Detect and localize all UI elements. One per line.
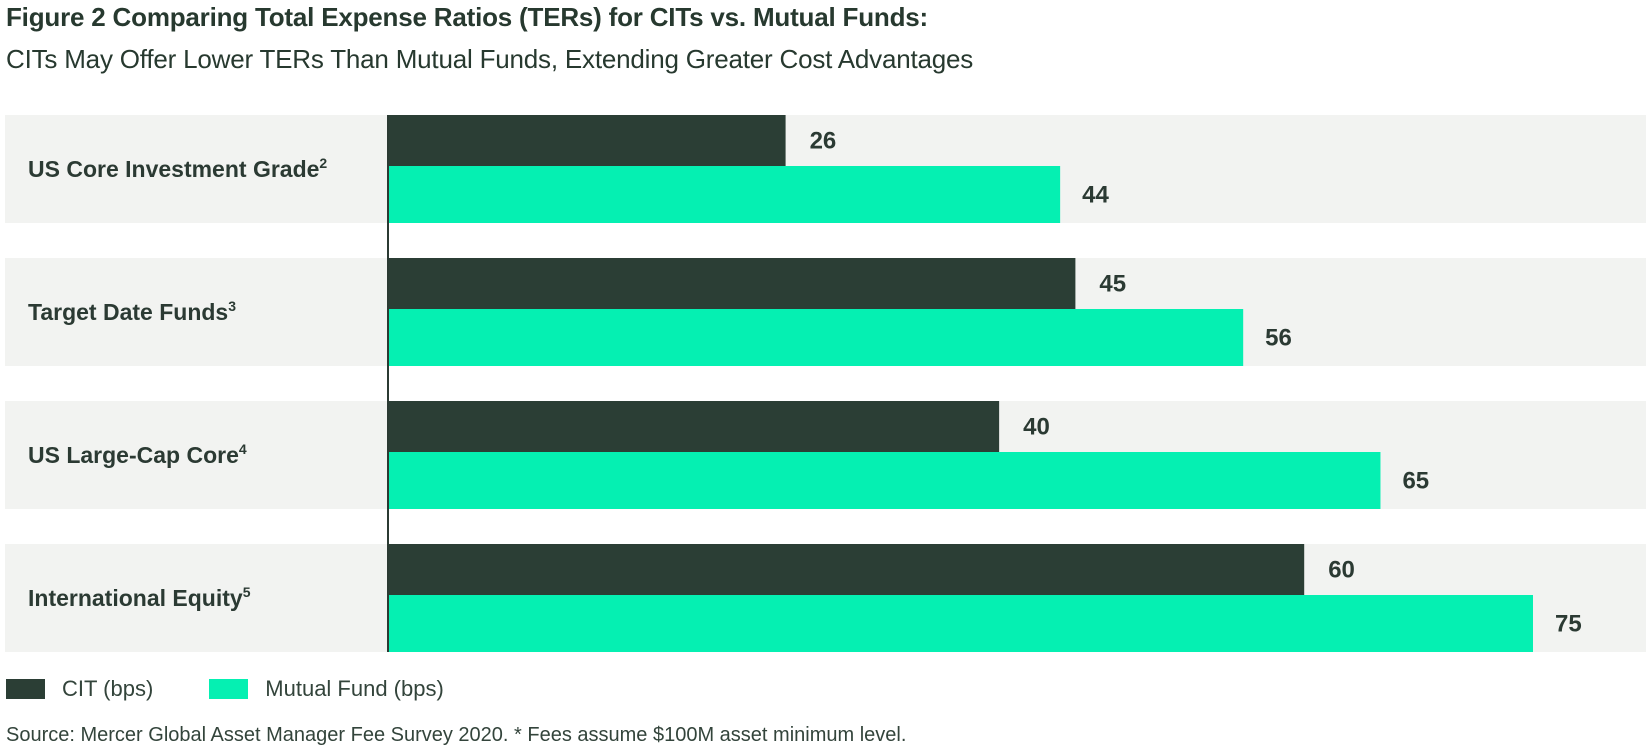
mutual-fund-bar-target-date-funds xyxy=(389,309,1244,366)
category-label-international-equity: International Equity5 xyxy=(28,584,251,611)
legend-swatch-cit xyxy=(6,679,45,699)
category-label-target-date-funds: Target Date Funds3 xyxy=(28,298,236,325)
mutual-fund-value-label-target-date-funds: 56 xyxy=(1265,325,1292,352)
cit-value-label-us-core-investment-grade: 26 xyxy=(810,128,837,155)
cit-value-label-us-large-cap-core: 40 xyxy=(1023,414,1050,441)
mutual-fund-value-label-us-large-cap-core: 65 xyxy=(1402,468,1429,495)
legend-label-cit: CIT (bps) xyxy=(62,676,154,701)
chart-subtitle: CITs May Offer Lower TERs Than Mutual Fu… xyxy=(6,44,974,74)
cit-value-label-international-equity: 60 xyxy=(1328,557,1355,584)
mutual-fund-bar-international-equity xyxy=(389,595,1533,652)
cit-bar-us-large-cap-core xyxy=(389,401,1000,452)
cit-bar-international-equity xyxy=(389,544,1305,595)
category-label-us-large-cap-core: US Large-Cap Core4 xyxy=(28,441,247,468)
cit-value-label-target-date-funds: 45 xyxy=(1099,271,1126,298)
legend-swatch-mutual-fund xyxy=(209,679,249,699)
chart-title: Figure 2 Comparing Total Expense Ratios … xyxy=(6,2,928,32)
mutual-fund-bar-us-core-investment-grade xyxy=(389,166,1061,223)
mutual-fund-bar-us-large-cap-core xyxy=(389,452,1381,509)
legend-item-cit: CIT (bps) xyxy=(6,676,153,702)
source-note: Source: Mercer Global Asset Manager Fee … xyxy=(6,724,907,746)
mutual-fund-value-label-us-core-investment-grade: 44 xyxy=(1082,182,1109,209)
cit-bar-us-core-investment-grade xyxy=(389,115,786,166)
category-label-us-core-investment-grade: US Core Investment Grade2 xyxy=(28,155,327,182)
legend-label-mutual-fund: Mutual Fund (bps) xyxy=(265,676,444,701)
legend-item-mutual-fund: Mutual Fund (bps) xyxy=(209,676,444,702)
legend: CIT (bps) Mutual Fund (bps) xyxy=(6,676,500,702)
mutual-fund-value-label-international-equity: 75 xyxy=(1555,611,1582,638)
bar-chart: US Core Investment Grade2 26 44 Target Date… xyxy=(5,115,1646,652)
cit-bar-target-date-funds xyxy=(389,258,1076,309)
